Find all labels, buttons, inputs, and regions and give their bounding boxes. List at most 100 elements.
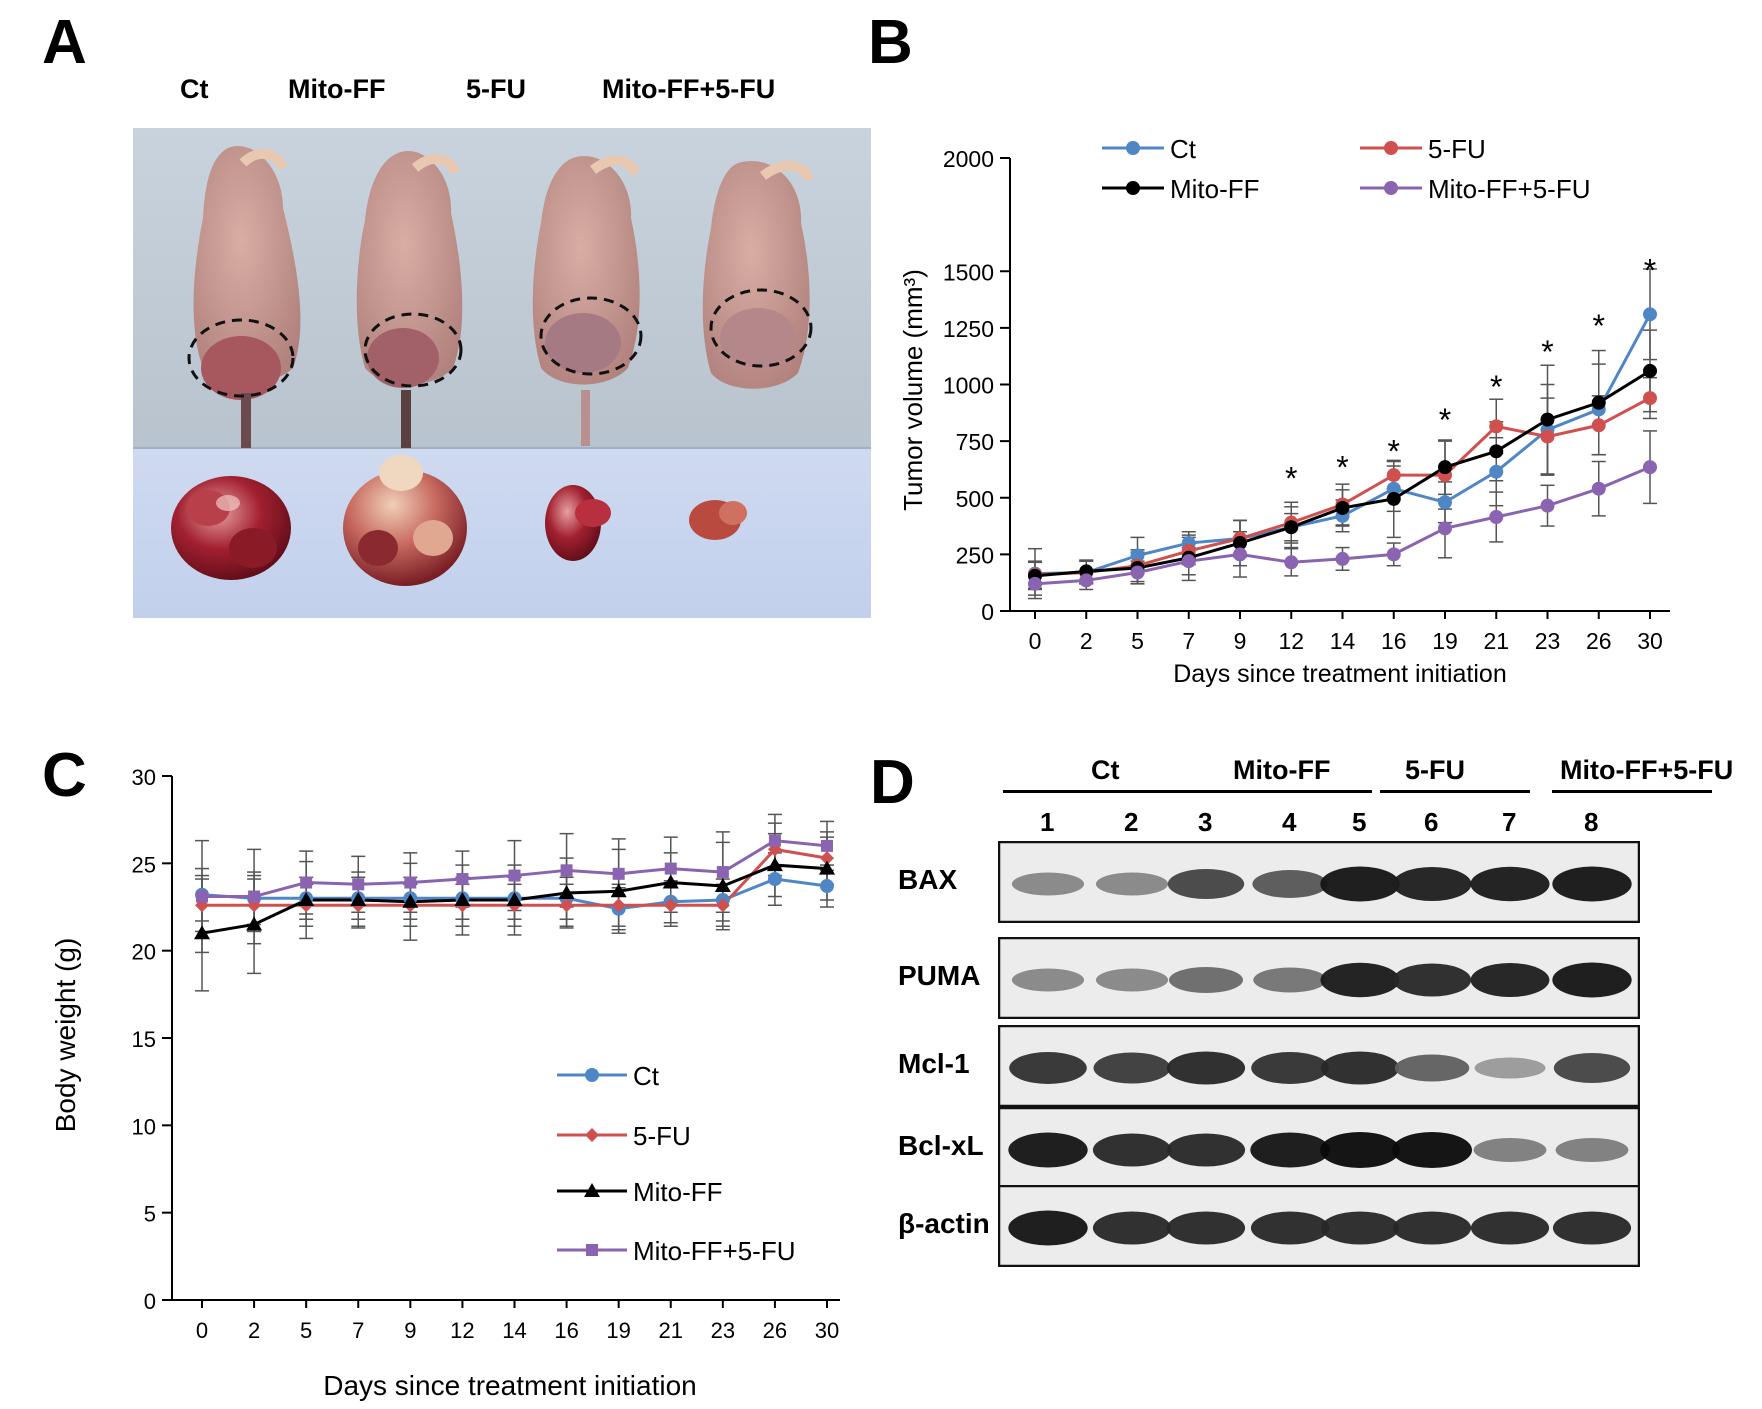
data-point-mito-ff-5-fu bbox=[1438, 521, 1452, 536]
data-point-mito-ff-5-fu bbox=[352, 878, 365, 891]
data-point-mito-ff bbox=[402, 893, 419, 908]
blot-band bbox=[1167, 869, 1245, 899]
legend-marker bbox=[1126, 141, 1140, 155]
significance-star: * bbox=[1388, 434, 1400, 470]
blot-band bbox=[1166, 1133, 1246, 1167]
panel-a-label-5fu: 5-FU bbox=[466, 74, 526, 104]
data-point-mito-ff-5-fu bbox=[612, 867, 625, 880]
panel-a-label-combo: Mito-FF+5-FU bbox=[602, 74, 776, 104]
mouse-tumor-photo bbox=[133, 128, 871, 618]
x-tick-label: 2 bbox=[248, 1318, 260, 1343]
blot-band bbox=[1009, 1052, 1087, 1084]
data-point-mito-ff bbox=[1540, 412, 1555, 427]
blot-band bbox=[1008, 1132, 1088, 1168]
y-tick-label: 0 bbox=[981, 599, 994, 625]
data-point-mito-ff bbox=[246, 916, 263, 931]
data-point-ct bbox=[1438, 495, 1452, 510]
y-tick-label: 0 bbox=[144, 1289, 156, 1314]
y-tick-label: 500 bbox=[956, 486, 994, 512]
blot-row-label: β-actin bbox=[898, 1208, 990, 1239]
blot-strip bbox=[998, 1025, 1640, 1107]
x-tick-label: 0 bbox=[196, 1318, 208, 1343]
blot-band bbox=[1555, 1138, 1629, 1162]
data-point-mito-ff bbox=[194, 925, 210, 940]
data-point-5-fu bbox=[1489, 419, 1504, 434]
data-point-mito-ff-5-fu bbox=[300, 876, 313, 889]
mouse-ct bbox=[187, 146, 301, 448]
blot-band bbox=[1470, 963, 1550, 997]
x-tick-label: 16 bbox=[554, 1318, 578, 1343]
blot-group-combo: Mito-FF+5-FU bbox=[1560, 755, 1734, 785]
blot-strip bbox=[998, 1185, 1640, 1267]
blot-group-underline bbox=[1222, 790, 1372, 793]
y-tick-label: 5 bbox=[144, 1202, 156, 1227]
blot-band bbox=[1011, 872, 1085, 896]
lane-number: 8 bbox=[1584, 807, 1599, 837]
data-point-5-fu bbox=[195, 898, 209, 913]
data-point-mito-ff bbox=[298, 892, 315, 907]
x-tick-label: 19 bbox=[606, 1318, 630, 1343]
data-point-mito-ff bbox=[350, 892, 367, 907]
blot-band bbox=[1474, 1057, 1546, 1079]
data-point-mito-ff bbox=[1438, 460, 1452, 475]
blot-band bbox=[1320, 962, 1400, 998]
lane-number: 5 bbox=[1352, 807, 1367, 837]
legend-label: 5-FU bbox=[1428, 134, 1486, 164]
y-tick-label: 1000 bbox=[943, 373, 994, 399]
lane-number: 2 bbox=[1124, 807, 1139, 837]
excised-tumor-combo bbox=[689, 500, 747, 540]
excised-tumor-mitoff bbox=[343, 455, 467, 586]
legend-marker bbox=[1384, 141, 1398, 155]
legend-label: Mito-FF+5-FU bbox=[1428, 174, 1591, 204]
data-point-mito-ff bbox=[1335, 500, 1350, 515]
data-point-mito-ff-5-fu bbox=[1335, 551, 1350, 566]
data-point-mito-ff-5-fu bbox=[196, 890, 208, 903]
legend-marker bbox=[586, 1244, 598, 1256]
excised-tumor-ct bbox=[171, 476, 291, 580]
data-point-mito-ff bbox=[1489, 444, 1504, 459]
blot-band bbox=[1166, 1051, 1246, 1085]
x-tick-label: 30 bbox=[1637, 628, 1663, 654]
x-tick-label: 21 bbox=[659, 1318, 683, 1343]
x-tick-label: 12 bbox=[450, 1318, 474, 1343]
blot-band bbox=[1253, 967, 1327, 993]
panel-c-x-axis-label: Days since treatment initiation bbox=[323, 1370, 697, 1401]
y-tick-label: 750 bbox=[956, 429, 994, 455]
data-point-mito-ff-5-fu bbox=[1079, 573, 1094, 588]
blot-band bbox=[1092, 1133, 1172, 1167]
data-point-mito-ff bbox=[506, 892, 523, 907]
y-tick-label: 25 bbox=[132, 852, 156, 877]
data-point-mito-ff-5-fu bbox=[508, 869, 521, 882]
x-tick-label: 7 bbox=[352, 1318, 364, 1343]
panel-c-y-axis-label: Body weight (g) bbox=[50, 938, 81, 1133]
blot-band bbox=[1392, 1211, 1472, 1245]
blot-strip bbox=[998, 841, 1640, 923]
data-point-5-fu bbox=[559, 898, 574, 913]
x-tick-label: 16 bbox=[1381, 628, 1407, 654]
panel-a-label-mitoff: Mito-FF bbox=[288, 74, 386, 104]
x-tick-label: 0 bbox=[1029, 628, 1042, 654]
data-point-mito-ff-5-fu bbox=[1284, 555, 1299, 570]
panel-letter-a: A bbox=[42, 8, 87, 77]
significance-star: * bbox=[1439, 402, 1451, 438]
data-point-mito-ff bbox=[714, 878, 731, 893]
blot-band bbox=[1392, 1132, 1472, 1168]
legend-item-mito-ff: Mito-FF bbox=[1102, 174, 1260, 204]
x-tick-label: 26 bbox=[1586, 628, 1612, 654]
data-point-5-fu bbox=[663, 898, 678, 913]
blot-band bbox=[1250, 1132, 1330, 1168]
data-point-mito-ff-5-fu bbox=[1028, 576, 1042, 591]
data-point-mito-ff bbox=[819, 860, 835, 875]
data-point-ct bbox=[1130, 548, 1145, 563]
blot-band bbox=[1470, 1211, 1550, 1245]
x-tick-label: 2 bbox=[1080, 628, 1093, 654]
data-point-mito-ff-5-fu bbox=[1489, 510, 1504, 525]
legend-label: 5-FU bbox=[633, 1121, 691, 1151]
legend-label: Mito-FF bbox=[1170, 174, 1260, 204]
lane-number: 1 bbox=[1040, 807, 1055, 837]
blot-group-ct: Ct bbox=[1091, 755, 1120, 785]
blot-band bbox=[1470, 866, 1550, 902]
blot-band bbox=[1166, 1211, 1246, 1245]
blot-band bbox=[1095, 872, 1169, 896]
